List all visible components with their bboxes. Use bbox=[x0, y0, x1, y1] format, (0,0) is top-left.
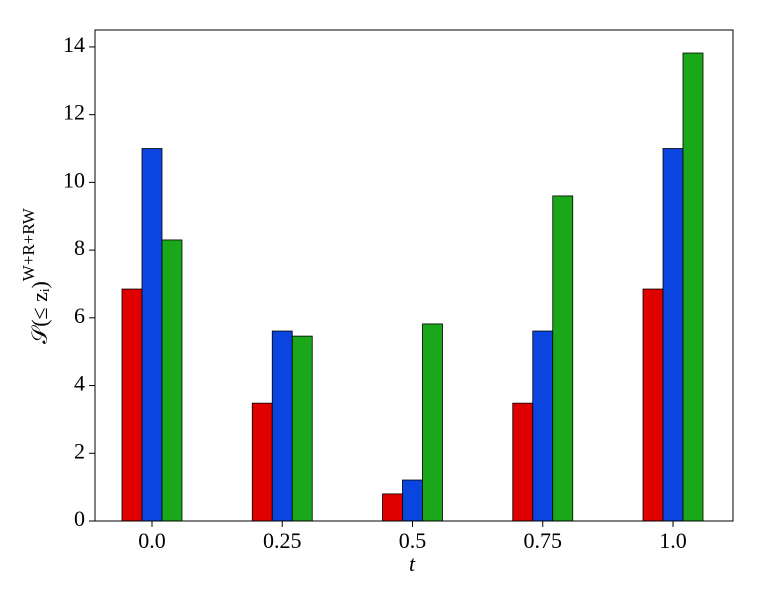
bar bbox=[662, 148, 684, 522]
bar bbox=[251, 402, 273, 522]
bar bbox=[141, 148, 163, 522]
bar bbox=[552, 195, 574, 522]
plot-frame bbox=[94, 29, 734, 522]
bar bbox=[121, 288, 143, 522]
y-tick-label: 6 bbox=[74, 303, 85, 328]
y-tick-label: 10 bbox=[63, 167, 85, 192]
y-tick-label: 2 bbox=[74, 438, 85, 463]
bar bbox=[291, 335, 313, 522]
bar bbox=[532, 330, 554, 522]
x-tick-label: 0.25 bbox=[263, 528, 302, 553]
x-tick-label: 0.0 bbox=[138, 528, 166, 553]
x-tick-label: 0.5 bbox=[399, 528, 427, 553]
x-tick-label: 0.75 bbox=[524, 528, 563, 553]
y-axis-label-main: 𝒮(≤ zᵢ) bbox=[27, 281, 52, 344]
bar bbox=[271, 330, 293, 522]
bar bbox=[682, 52, 704, 522]
y-axis-label-sup: W+R+RW bbox=[19, 207, 38, 281]
y-tick-label: 12 bbox=[63, 100, 85, 125]
y-tick-label: 8 bbox=[74, 235, 85, 260]
bar bbox=[642, 288, 664, 522]
y-axis-label: 𝒮(≤ zᵢ)W+R+RW bbox=[19, 207, 52, 344]
bar bbox=[512, 402, 534, 522]
bar bbox=[402, 479, 423, 522]
bar bbox=[422, 323, 443, 522]
bar bbox=[382, 493, 403, 522]
bar bbox=[161, 239, 183, 522]
x-axis-label: t bbox=[409, 551, 416, 576]
y-tick-label: 0 bbox=[74, 506, 85, 531]
y-tick-label: 4 bbox=[74, 371, 85, 396]
y-tick-label: 14 bbox=[63, 32, 85, 57]
x-tick-label: 1.0 bbox=[659, 528, 687, 553]
